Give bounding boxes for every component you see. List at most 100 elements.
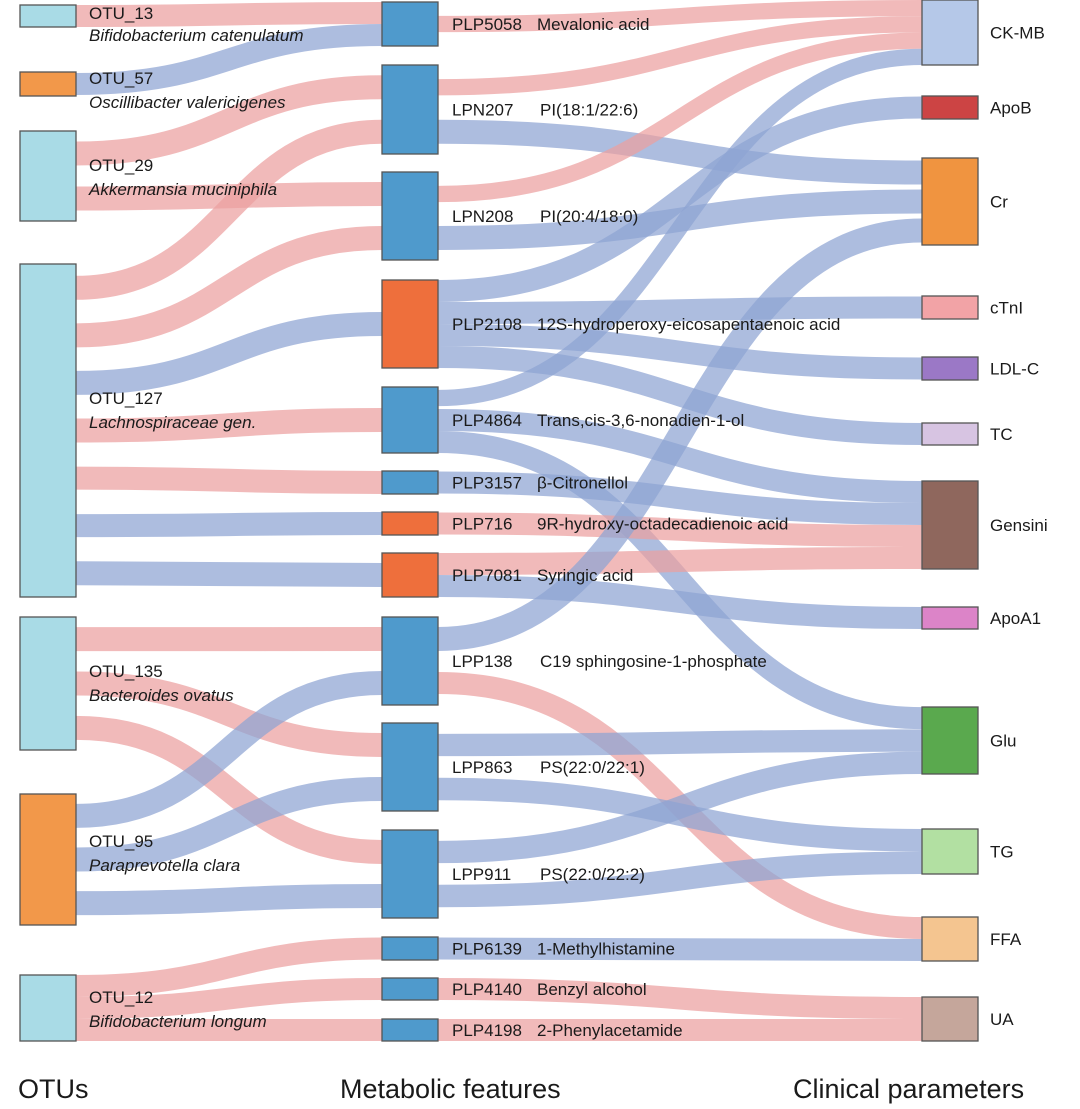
clin-label-cr: Cr — [990, 193, 1008, 212]
clin-node-apob — [921, 95, 979, 120]
met-name-lpp863: PS(22:0/22:1) — [540, 758, 645, 777]
clin-label-gensini: Gensini — [990, 516, 1048, 535]
met-id-plp7081: PLP7081 — [452, 566, 522, 585]
met-clin-link-plp4864-ck-mb — [437, 48, 923, 407]
otu-met-link-otu-127-plp2108 — [75, 312, 383, 395]
met-clin-link-lpp911-glu — [437, 751, 923, 864]
met-name-plp4140: Benzyl alcohol — [537, 980, 647, 999]
met-clin-link-lpp911-tg — [437, 851, 923, 908]
clin-label-ck-mb: CK-MB — [990, 24, 1045, 43]
labels-layer: OTU_13 Bifidobacterium catenulatum OTU_57 O… — [88, 4, 1048, 1040]
met-label-plp3157: PLP3157 β-Citronellol — [452, 474, 628, 493]
otu-met-link-otu-29-lpn207 — [75, 75, 383, 166]
clin-node-tc — [921, 422, 979, 446]
met-node-lpp911 — [381, 829, 439, 919]
otu-node-otu-135 — [19, 616, 77, 751]
met-label-lpn207: LPN207 PI(18:1/22:6) — [452, 101, 638, 120]
met-clin-link-lpn208-ck-mb — [437, 32, 923, 203]
met-label-lpp911: LPP911 PS(22:0/22:2) — [452, 865, 645, 884]
met-label-plp6139: PLP6139 1-Methylhistamine — [452, 940, 675, 959]
otu-taxon-otu-57: Oscillibacter valericigenes — [89, 93, 286, 112]
met-name-plp716: 9R-hydroxy-octadecadienoic acid — [537, 515, 788, 534]
clin-node-apoa1 — [921, 606, 979, 630]
met-node-plp716 — [381, 511, 439, 536]
otu-label-otu-57: OTU_57 — [89, 69, 153, 88]
met-id-lpp138: LPP138 — [452, 652, 513, 671]
otu-met-link-otu-127-plp3157 — [75, 466, 383, 494]
clin-node-gensini — [921, 480, 979, 570]
met-name-lpp911: PS(22:0/22:2) — [540, 865, 645, 884]
clin-node-ctni — [921, 295, 979, 320]
axis-title-metabolic: Metabolic features — [340, 1074, 561, 1104]
clin-label-tg: TG — [990, 843, 1014, 862]
met-id-plp6139: PLP6139 — [452, 940, 522, 959]
met-name-plp2108: 12S-hydroperoxy-eicosapentaenoic acid — [537, 315, 840, 334]
otu-taxon-otu-135: Bacteroides ovatus — [89, 686, 234, 705]
met-clin-link-lpp863-glu — [437, 729, 923, 757]
met-id-plp4864: PLP4864 — [452, 411, 522, 430]
met-label-lpp863: LPP863 PS(22:0/22:1) — [452, 758, 645, 777]
met-name-lpn208: PI(20:4/18:0) — [540, 207, 638, 226]
clin-node-glu — [921, 706, 979, 775]
otu-node-otu-127 — [19, 263, 77, 598]
otu-met-link-otu-13-plp5058 — [75, 2, 383, 27]
met-label-lpn208: LPN208 PI(20:4/18:0) — [452, 207, 638, 226]
met-label-plp4198: PLP4198 2-Phenylacetamide — [452, 1021, 683, 1040]
met-node-plp4140 — [381, 977, 439, 1001]
otu-taxon-otu-29: Akkermansia muciniphila — [88, 180, 277, 199]
otu-node-otu-12 — [19, 974, 77, 1042]
met-clin-link-lpp138-cr — [437, 218, 923, 651]
clin-label-ldl-c: LDL-C — [990, 360, 1039, 379]
otu-node-otu-95 — [19, 793, 77, 926]
met-label-plp4140: PLP4140 Benzyl alcohol — [452, 980, 647, 999]
met-id-plp5058: PLP5058 — [452, 15, 522, 34]
met-name-lpp138: C19 sphingosine-1-phosphate — [540, 652, 767, 671]
otu-met-link-otu-12-plp6139 — [75, 937, 383, 997]
met-clin-link-plp2108-ctni — [437, 296, 923, 324]
met-node-lpn208 — [381, 171, 439, 261]
met-id-lpn207: LPN207 — [452, 101, 513, 120]
clin-label-ua: UA — [990, 1010, 1014, 1029]
met-id-plp4140: PLP4140 — [452, 980, 522, 999]
otu-met-link-otu-127-plp4864 — [75, 408, 383, 443]
met-label-plp5058: PLP5058 Mevalonic acid — [452, 15, 649, 34]
met-label-lpp138: LPP138 C19 sphingosine-1-phosphate — [452, 652, 767, 671]
otu-taxon-otu-95: Paraprevotella clara — [89, 856, 240, 875]
met-clin-link-plp4864-glu — [437, 431, 923, 730]
clin-node-ua — [921, 996, 979, 1042]
otu-taxon-otu-13: Bifidobacterium catenulatum — [89, 26, 304, 45]
otu-met-link-otu-12-plp4140 — [75, 978, 383, 1019]
met-clin-link-plp4140-ua — [437, 978, 923, 1019]
met-clin-link-plp7081-apoa1 — [437, 575, 923, 629]
met-node-plp7081 — [381, 552, 439, 598]
met-label-plp7081: PLP7081 Syringic acid — [452, 566, 633, 585]
otu-label-otu-95: OTU_95 — [89, 832, 153, 851]
met-name-plp5058: Mevalonic acid — [537, 15, 649, 34]
met-id-plp716: PLP716 — [452, 515, 513, 534]
met-clin-link-plp5058-ck-mb — [437, 0, 923, 33]
links-layer — [75, 0, 923, 1042]
met-clin-link-plp2108-apob — [437, 96, 923, 302]
met-clin-link-lpn207-cr — [437, 119, 923, 185]
otu-label-otu-12: OTU_12 — [89, 988, 153, 1007]
clin-label-apob: ApoB — [990, 99, 1032, 118]
clin-label-ffa: FFA — [990, 930, 1022, 949]
met-id-plp3157: PLP3157 — [452, 474, 522, 493]
axis-title-clinical: Clinical parameters — [793, 1074, 1024, 1104]
met-node-plp3157 — [381, 470, 439, 495]
met-id-plp4198: PLP4198 — [452, 1021, 522, 1040]
otu-taxon-otu-12: Bifidobacterium longum — [89, 1012, 267, 1031]
otu-label-otu-135: OTU_135 — [89, 662, 163, 681]
otu-node-otu-29 — [19, 130, 77, 222]
met-name-lpn207: PI(18:1/22:6) — [540, 101, 638, 120]
otu-met-link-otu-95-lpp863 — [75, 777, 383, 872]
axis-title-otus: OTUs — [18, 1074, 89, 1104]
otu-label-otu-13: OTU_13 — [89, 4, 153, 23]
nodes-layer — [19, 0, 979, 1042]
met-id-lpn208: LPN208 — [452, 207, 513, 226]
met-label-plp716: PLP716 9R-hydroxy-octadecadienoic acid — [452, 515, 788, 534]
met-name-plp4198: 2-Phenylacetamide — [537, 1021, 683, 1040]
otu-met-link-otu-135-lpp863 — [75, 671, 383, 757]
